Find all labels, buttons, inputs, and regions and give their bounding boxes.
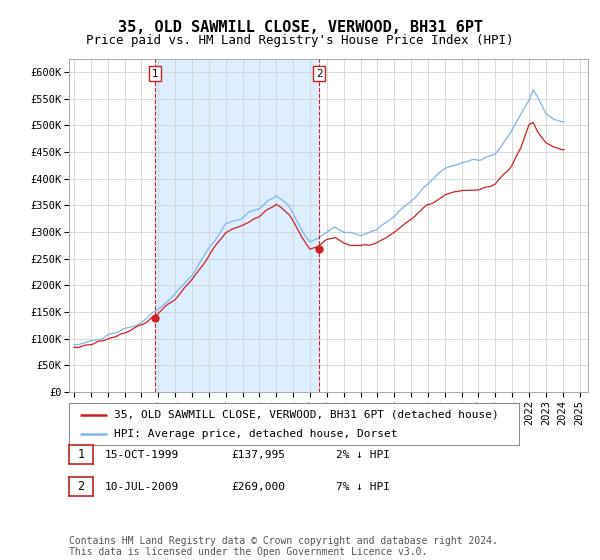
Text: 2% ↓ HPI: 2% ↓ HPI bbox=[336, 450, 390, 460]
Text: 7% ↓ HPI: 7% ↓ HPI bbox=[336, 482, 390, 492]
Text: 10-JUL-2009: 10-JUL-2009 bbox=[105, 482, 179, 492]
Text: Price paid vs. HM Land Registry's House Price Index (HPI): Price paid vs. HM Land Registry's House … bbox=[86, 34, 514, 46]
Text: £137,995: £137,995 bbox=[231, 450, 285, 460]
Text: £269,000: £269,000 bbox=[231, 482, 285, 492]
Text: HPI: Average price, detached house, Dorset: HPI: Average price, detached house, Dors… bbox=[114, 429, 398, 439]
Text: 2: 2 bbox=[316, 69, 322, 79]
Text: 1: 1 bbox=[151, 69, 158, 79]
Text: 15-OCT-1999: 15-OCT-1999 bbox=[105, 450, 179, 460]
Text: Contains HM Land Registry data © Crown copyright and database right 2024.
This d: Contains HM Land Registry data © Crown c… bbox=[69, 535, 498, 557]
Text: 35, OLD SAWMILL CLOSE, VERWOOD, BH31 6PT: 35, OLD SAWMILL CLOSE, VERWOOD, BH31 6PT bbox=[118, 20, 482, 35]
Text: 2: 2 bbox=[77, 480, 85, 493]
Text: 1: 1 bbox=[77, 448, 85, 461]
Text: 35, OLD SAWMILL CLOSE, VERWOOD, BH31 6PT (detached house): 35, OLD SAWMILL CLOSE, VERWOOD, BH31 6PT… bbox=[114, 409, 499, 419]
Bar bbox=[155, 59, 319, 392]
